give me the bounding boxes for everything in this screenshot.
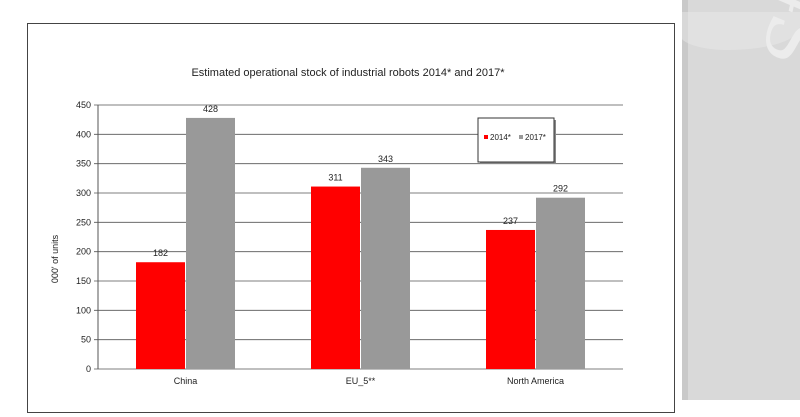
y-tick-label: 300: [76, 188, 91, 198]
y-tick-label: 400: [76, 129, 91, 139]
side-panel-shade: [682, 0, 688, 400]
data-label: 343: [378, 154, 393, 164]
data-label: 428: [203, 104, 218, 114]
bars-layer: [136, 117, 585, 369]
y-tick-label: 250: [76, 217, 91, 227]
bar: [311, 186, 360, 369]
legend-label: 2014*: [490, 133, 511, 142]
y-tick-label: 0: [86, 364, 91, 374]
legend: 2014* 2017*: [477, 117, 556, 164]
legend-swatch: [519, 135, 523, 139]
chart-frame: Estimated operational stock of industria…: [27, 23, 675, 413]
legend-box: [477, 117, 555, 163]
x-tick-label: North America: [507, 376, 564, 386]
y-tick-label: 100: [76, 305, 91, 315]
bar: [536, 197, 585, 369]
side-panel: Statistical: [682, 0, 800, 400]
data-label: 292: [553, 184, 568, 194]
y-tick-label: 350: [76, 159, 91, 169]
chart-title: Estimated operational stock of industria…: [191, 67, 505, 79]
bar: [136, 262, 185, 369]
labels-layer: 0 50 100 150 200 250 300 350 400 450 182 428 China 31…: [76, 100, 568, 386]
y-tick-label: 200: [76, 247, 91, 257]
bar: [486, 229, 535, 369]
y-axis-label: 000' of units: [50, 234, 60, 283]
data-label: 237: [503, 216, 518, 226]
y-tick-label: 450: [76, 100, 91, 110]
y-tick-label: 150: [76, 276, 91, 286]
y-tick-label: 50: [81, 335, 91, 345]
legend-label: 2017*: [525, 133, 546, 142]
data-label: 311: [328, 173, 342, 183]
bar-chart: Estimated operational stock of industria…: [50, 67, 623, 386]
x-tick-label: China: [174, 376, 198, 386]
x-tick-label: EU_5**: [346, 376, 376, 386]
data-label: 182: [153, 248, 168, 258]
bar: [186, 117, 235, 369]
legend-swatch: [484, 135, 488, 139]
bar: [361, 167, 410, 369]
